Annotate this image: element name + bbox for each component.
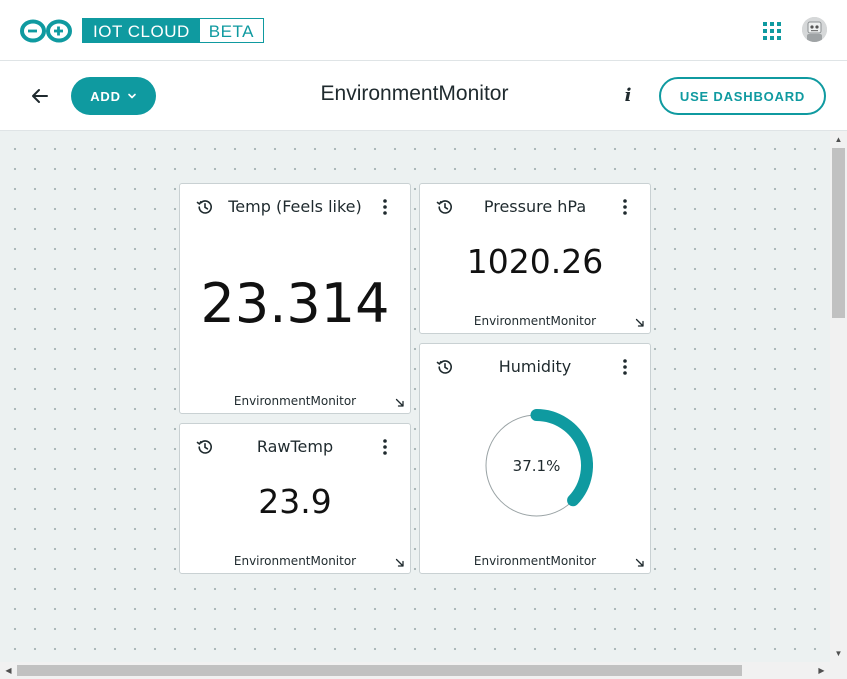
more-vertical-icon[interactable] xyxy=(615,197,635,217)
chevron-down-icon xyxy=(127,93,136,99)
user-avatar[interactable] xyxy=(802,17,827,42)
humidity-percentage-gauge xyxy=(485,409,593,517)
history-icon[interactable] xyxy=(435,357,455,377)
beta-badge: BETA xyxy=(208,22,254,41)
dashboard-toolbar: ADD EnvironmentMonitor i USE DASHBOARD xyxy=(0,61,847,131)
resize-handle-icon[interactable] xyxy=(395,398,405,408)
scroll-right-arrow-icon[interactable]: ▶ xyxy=(818,666,825,675)
widget-pressure[interactable]: Pressure hPa 1020.26 EnvironmentMonitor xyxy=(419,183,651,334)
widget-title: Humidity xyxy=(498,357,572,376)
resize-handle-icon[interactable] xyxy=(395,558,405,568)
scroll-left-arrow-icon[interactable]: ◀ xyxy=(5,666,12,675)
top-navbar: IOT CLOUD BETA xyxy=(0,0,847,61)
horizontal-scroll-thumb[interactable] xyxy=(17,665,742,676)
scroll-up-arrow-icon[interactable]: ▲ xyxy=(834,135,843,144)
more-vertical-icon[interactable] xyxy=(615,357,635,377)
gauge-fill-arc xyxy=(530,409,593,507)
info-icon[interactable]: i xyxy=(624,85,632,106)
widget-raw-temp[interactable]: RawTemp 23.9 EnvironmentMonitor xyxy=(179,423,411,574)
use-dashboard-button[interactable]: USE DASHBOARD xyxy=(659,77,826,115)
dashboard-title: EnvironmentMonitor xyxy=(320,82,509,105)
arrow-left-icon[interactable] xyxy=(28,84,52,108)
more-vertical-icon[interactable] xyxy=(375,437,395,457)
history-icon[interactable] xyxy=(195,197,215,217)
dashboard-canvas: Temp (Feels like) 23.314 EnvironmentMoni… xyxy=(0,131,830,662)
widget-title: RawTemp xyxy=(256,437,334,456)
resize-handle-icon[interactable] xyxy=(635,318,645,328)
history-icon[interactable] xyxy=(435,197,455,217)
widget-thing-name: EnvironmentMonitor xyxy=(233,554,357,568)
add-widget-button[interactable]: ADD xyxy=(71,77,156,115)
vertical-scrollbar[interactable]: ▲ ▼ xyxy=(830,131,847,662)
vertical-scroll-thumb[interactable] xyxy=(832,148,845,318)
brand-name: IOT CLOUD xyxy=(83,19,200,42)
widget-value: 1020.26 xyxy=(466,242,604,281)
widget-thing-name: EnvironmentMonitor xyxy=(473,314,597,328)
product-brand[interactable]: IOT CLOUD BETA xyxy=(82,18,264,43)
widget-value: 23.9 xyxy=(258,482,332,521)
widget-thing-name: EnvironmentMonitor xyxy=(473,554,597,568)
scroll-down-arrow-icon[interactable]: ▼ xyxy=(834,649,843,658)
more-vertical-icon[interactable] xyxy=(375,197,395,217)
widget-value: 23.314 xyxy=(200,272,390,335)
avatar-robot-icon xyxy=(802,17,827,42)
widget-title: Pressure hPa xyxy=(483,197,587,216)
resize-handle-icon[interactable] xyxy=(635,558,645,568)
history-icon[interactable] xyxy=(195,437,215,457)
widget-title: Temp (Feels like) xyxy=(228,197,362,216)
horizontal-scrollbar[interactable]: ◀ ▶ xyxy=(0,662,847,679)
arduino-logo-icon[interactable] xyxy=(19,18,75,44)
widget-temp-feels-like[interactable]: Temp (Feels like) 23.314 EnvironmentMoni… xyxy=(179,183,411,414)
apps-grid-icon[interactable] xyxy=(763,22,781,40)
add-button-label: ADD xyxy=(90,88,121,104)
widget-thing-name: EnvironmentMonitor xyxy=(233,394,357,408)
widget-value: 37.1% xyxy=(512,456,561,475)
widget-humidity[interactable]: Humidity 37.1% EnvironmentMonitor xyxy=(419,343,651,574)
